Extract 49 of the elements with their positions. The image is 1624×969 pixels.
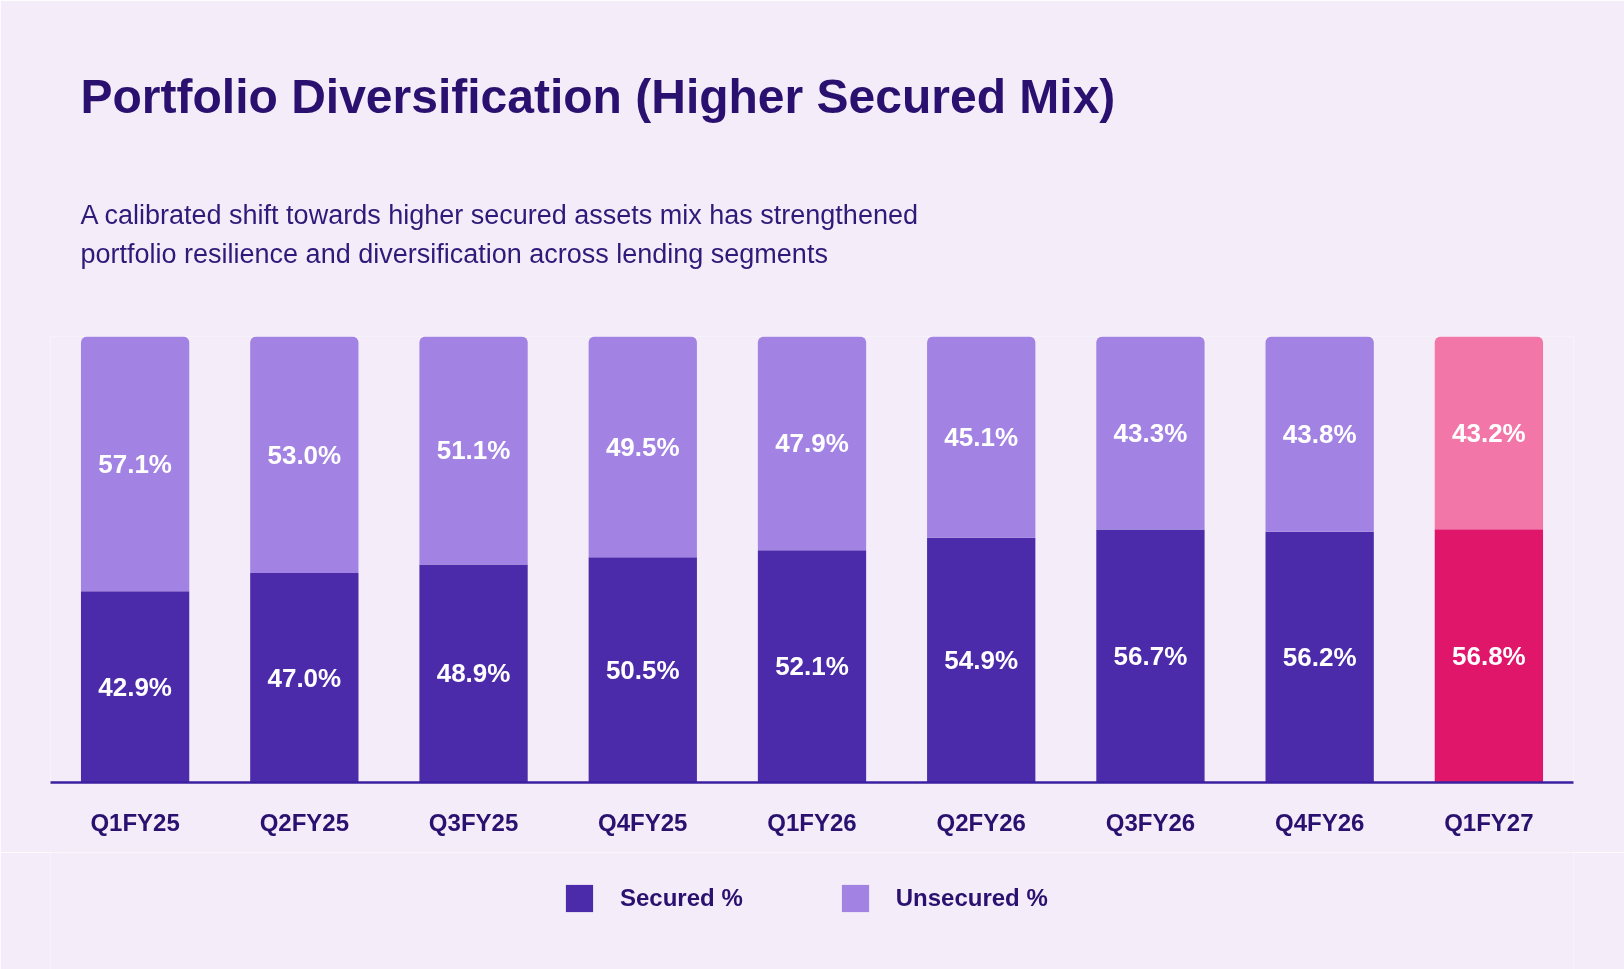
- bar: [1096, 529, 1205, 783]
- bar: [1434, 529, 1544, 783]
- data-label: 52.1%: [775, 651, 849, 682]
- x-tick-label: Q2FY26: [936, 808, 1026, 836]
- data-label: 43.2%: [1452, 417, 1526, 448]
- data-label: 47.0%: [267, 662, 342, 693]
- x-tick-label: Q4FY25: [598, 808, 688, 836]
- bar: [757, 550, 867, 783]
- bar: [419, 564, 528, 783]
- x-tick-label: Q3FY26: [1105, 808, 1196, 836]
- bar: [419, 336, 528, 565]
- chart-title: Portfolio Diversification (Higher Secured Mix): [80, 70, 1116, 123]
- x-tick-label: Q3FY25: [428, 808, 519, 836]
- bar: [1434, 336, 1544, 530]
- x-tick-label: Q1FY27: [1444, 808, 1534, 836]
- data-label: 49.5%: [605, 431, 680, 462]
- x-tick-label: Q1FY25: [90, 808, 180, 836]
- data-label: 43.3%: [1113, 418, 1188, 449]
- data-label: 51.1%: [436, 435, 511, 466]
- data-label: 47.9%: [775, 428, 849, 459]
- data-label: 43.8%: [1282, 419, 1357, 450]
- chart-subtitle: A calibrated shift towards higher secured assets mix has strengthened portfolio resilience and diversification across lending segments: [80, 200, 918, 269]
- x-tick-label: Q4FY26: [1274, 808, 1365, 836]
- bar: [927, 336, 1036, 538]
- data-label: 45.1%: [944, 422, 1019, 453]
- bar: [927, 537, 1036, 783]
- data-label: 57.1%: [98, 448, 172, 479]
- bar: [1265, 531, 1374, 783]
- data-label: 50.5%: [605, 654, 680, 685]
- bar: [1265, 336, 1374, 532]
- legend-label: Unsecured %: [895, 884, 1048, 912]
- data-label: 54.9%: [944, 645, 1019, 676]
- data-label: 56.8%: [1452, 640, 1526, 671]
- data-label: 48.9%: [436, 658, 511, 689]
- bar: [80, 336, 190, 592]
- bar: [588, 336, 697, 558]
- data-label: 42.9%: [98, 671, 172, 702]
- data-label: 56.7%: [1113, 641, 1188, 672]
- bar: [80, 591, 190, 783]
- x-tick-label: Q1FY26: [767, 808, 857, 836]
- bar: [250, 336, 359, 573]
- bar: [250, 572, 359, 783]
- data-label: 56.2%: [1282, 642, 1357, 673]
- bar: [1096, 336, 1205, 530]
- legend-label: Secured %: [620, 884, 743, 912]
- data-label: 53.0%: [267, 439, 342, 470]
- bar: [757, 336, 867, 551]
- x-tick-label: Q2FY25: [259, 808, 350, 836]
- bar: [588, 557, 697, 783]
